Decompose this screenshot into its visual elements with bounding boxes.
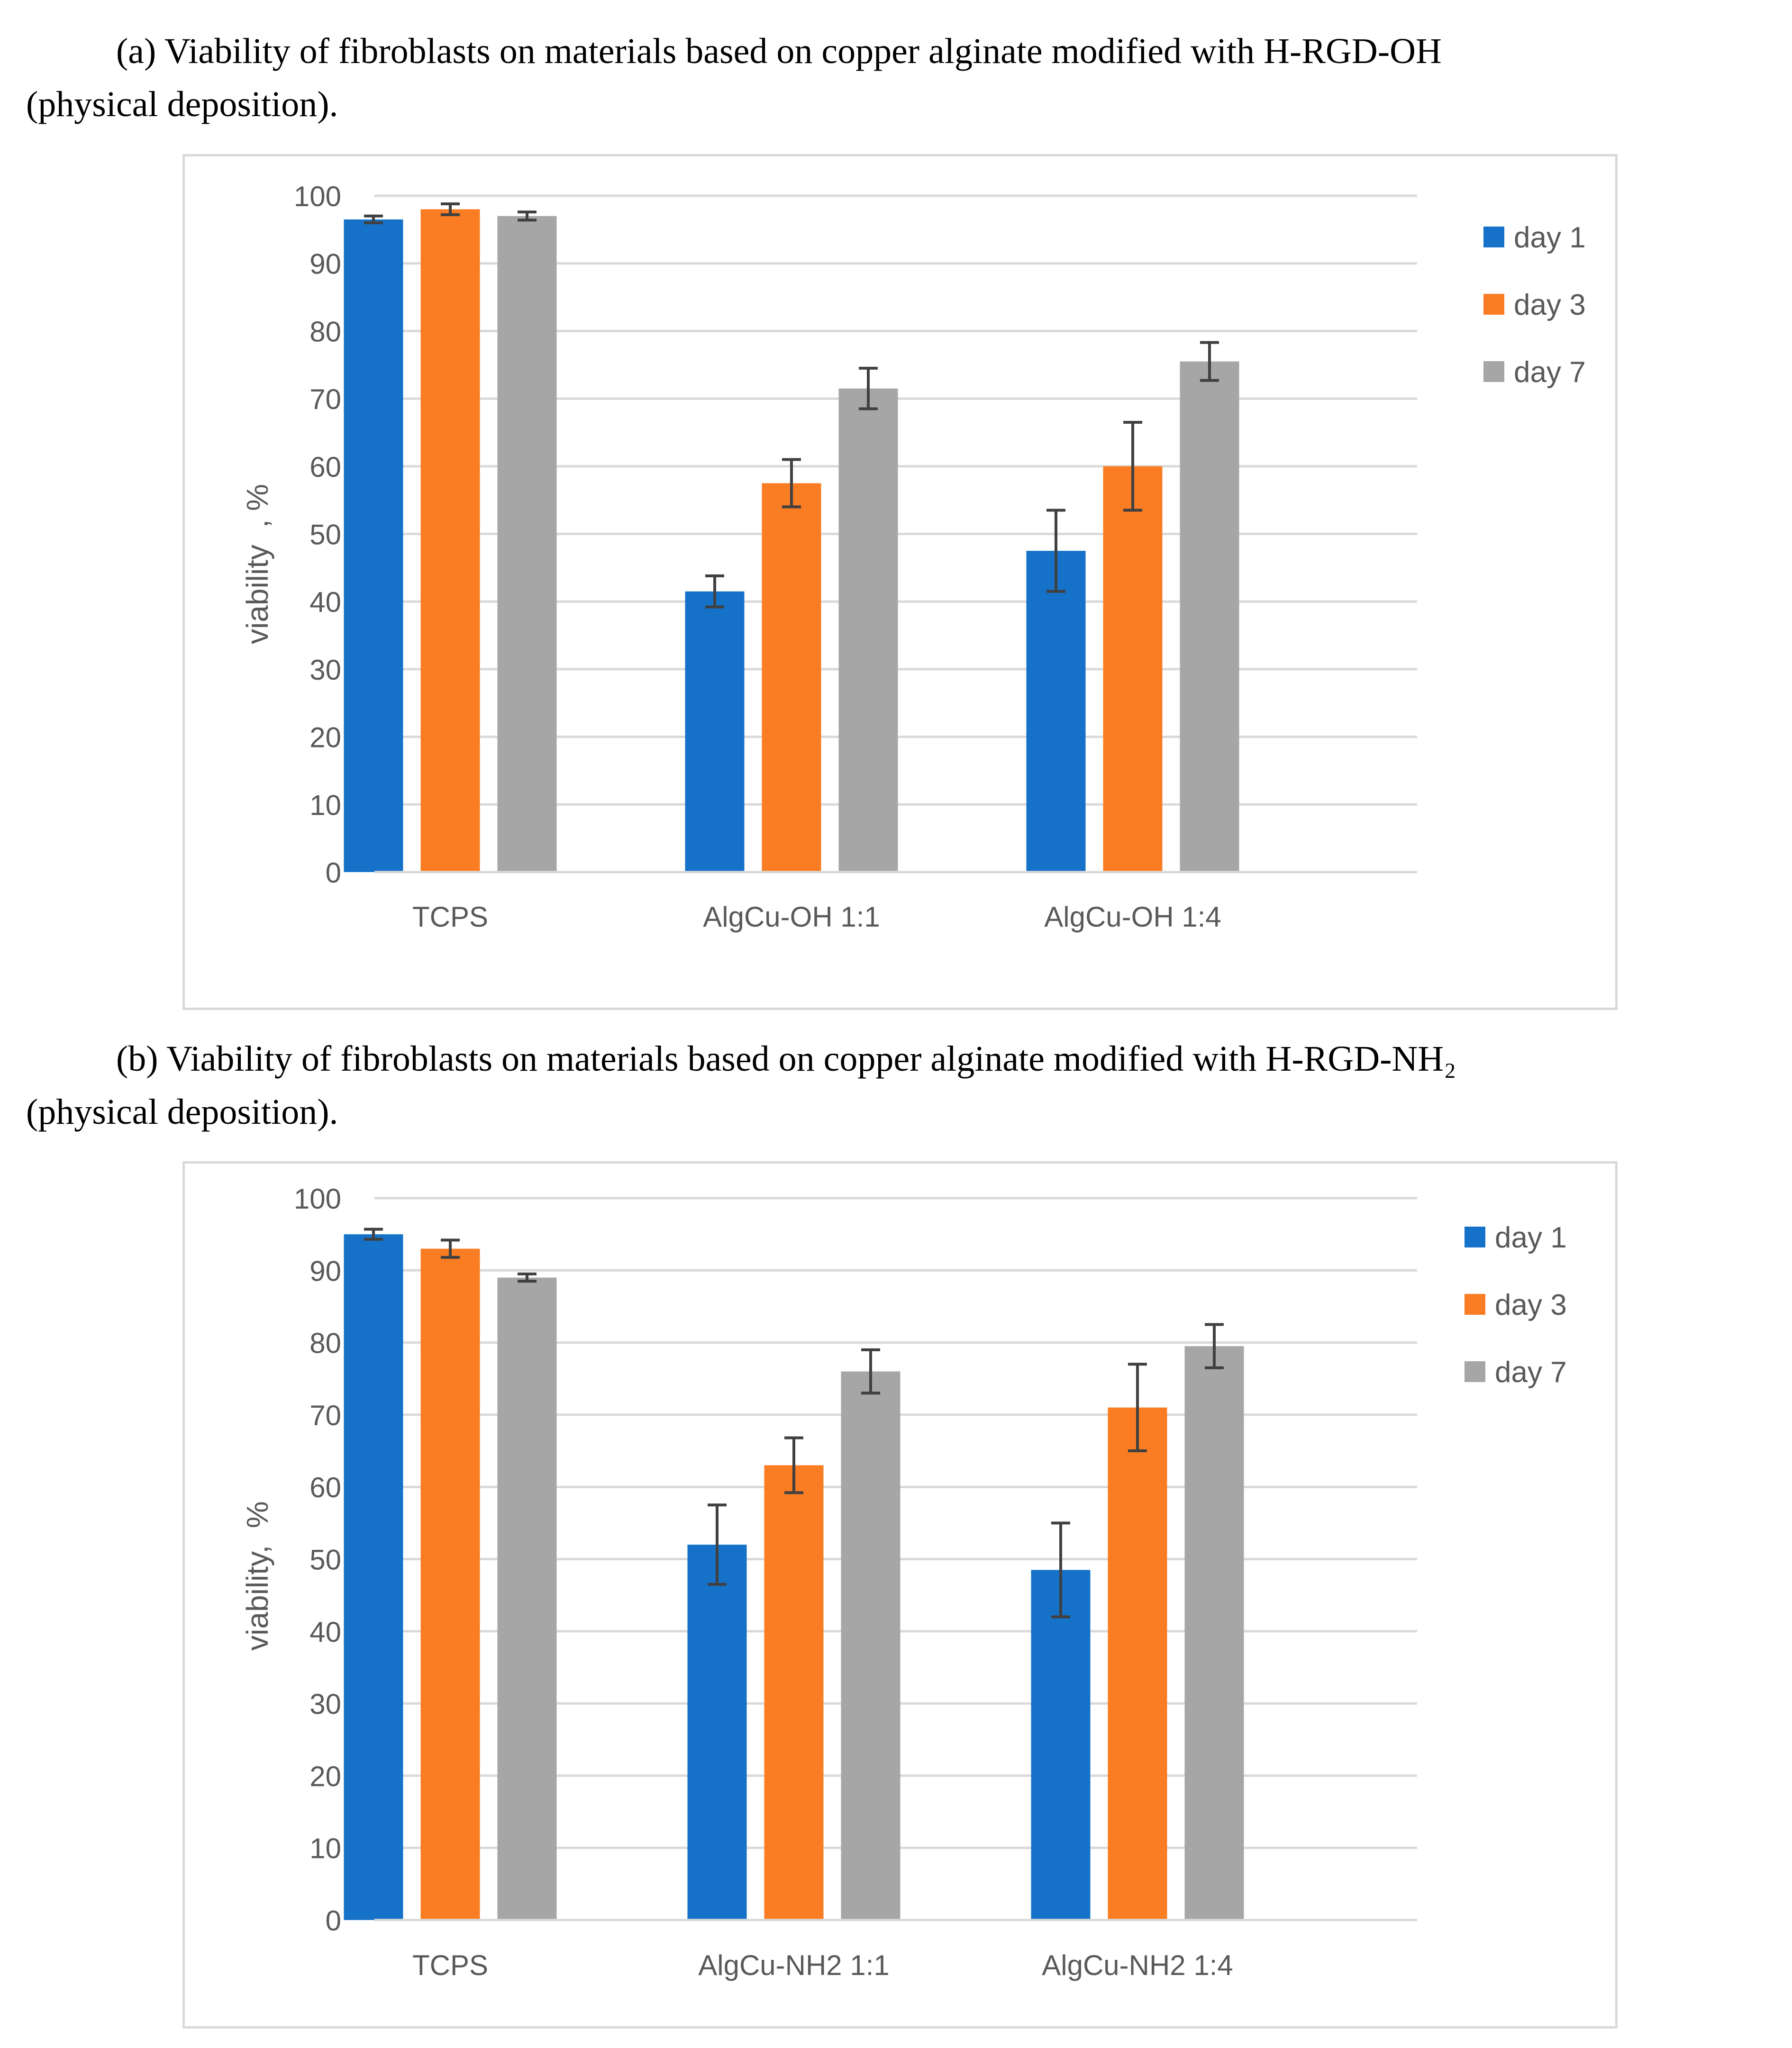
chart-a-category-label: TCPS — [412, 901, 488, 933]
chart-b-bar-day-1 — [344, 1234, 403, 1920]
chart-b-error-bar-day-7 — [861, 1348, 880, 1395]
chart-a-y-axis-label: viability , % — [240, 484, 274, 644]
chart-a-ytick-label: 0 — [326, 857, 341, 889]
chart-a-ytick-label: 20 — [309, 722, 341, 754]
chart-b-ytick-label: 30 — [309, 1688, 341, 1720]
chart-a-ytick-label: 30 — [309, 654, 341, 686]
chart-a-legend-swatch-day-3 — [1483, 294, 1504, 315]
chart-a-ytick-label: 70 — [309, 383, 341, 415]
chart-a-error-bar-day-7 — [859, 366, 878, 410]
chart-b-error-bar-day-1 — [364, 1228, 383, 1241]
caption-b-line-1: (b) Viability of fibroblasts on material… — [116, 1039, 1456, 1079]
chart-b-bar-day-7 — [497, 1277, 557, 1920]
chart-b-bar-day-1 — [687, 1545, 747, 1920]
chart-b-legend-swatch-day-3 — [1465, 1294, 1485, 1315]
chart-a-ytick-label: 90 — [309, 248, 341, 280]
chart-a-bar-day-1 — [685, 591, 745, 872]
chart-b-error-bar-day-7 — [1205, 1323, 1224, 1369]
chart-a-ytick-label: 60 — [309, 451, 341, 483]
chart-b-y-axis-label: viability, % — [240, 1501, 274, 1650]
chart-a-ytick-label: 50 — [309, 519, 341, 551]
chart-b-bar-day-3 — [1108, 1407, 1167, 1920]
chart-b-bar-day-7 — [841, 1371, 901, 1920]
chart-a-bar-day-7 — [1180, 361, 1239, 872]
chart-a-error-bar-day-3 — [441, 202, 460, 216]
chart-b: 0 10 20 30 40 50 60 70 80 90 100 viability, % TCPS Al… — [240, 1183, 1567, 1981]
chart-a-error-bar-day-3 — [1123, 421, 1142, 512]
chart-a-error-bar-day-7 — [1200, 341, 1219, 382]
chart-b-ytick-label: 50 — [309, 1544, 341, 1576]
chart-b-ytick-label: 90 — [309, 1255, 341, 1287]
chart-b-bar-day-1 — [1031, 1570, 1091, 1920]
chart-b-error-bar-day-3 — [784, 1436, 803, 1494]
chart-b-ytick-label: 20 — [309, 1760, 341, 1792]
chart-b-legend-label-day-3: day 3 — [1495, 1289, 1567, 1321]
chart-a-legend-swatch-day-1 — [1483, 227, 1504, 247]
chart-a-legend-label-day-1: day 1 — [1514, 221, 1586, 254]
chart-b-ytick-label: 80 — [309, 1328, 341, 1359]
chart-a-error-bar-day-3 — [782, 458, 801, 509]
chart-a-bar-day-1 — [1026, 551, 1086, 872]
chart-b-legend-label-day-1: day 1 — [1495, 1221, 1567, 1254]
chart-b-bar-day-3 — [764, 1465, 824, 1920]
chart-a-bar-day-3 — [420, 209, 480, 872]
chart-b-error-bar-day-3 — [441, 1238, 460, 1259]
chart-a-ytick-label: 10 — [309, 789, 341, 821]
chart-a-bar-day-3 — [762, 483, 821, 872]
chart-b-category-label: TCPS — [412, 1949, 488, 1981]
chart-a-category-label: AlgCu-OH 1:1 — [703, 901, 880, 933]
chart-b-error-bar-day-3 — [1128, 1363, 1147, 1453]
chart-a-error-bar-day-1 — [705, 574, 724, 609]
caption-a: (a) Viability of fibroblasts on material… — [26, 25, 1780, 131]
chart-b-legend-label-day-7: day 7 — [1495, 1356, 1567, 1389]
chart-a-legend-label-day-7: day 7 — [1514, 356, 1586, 389]
chart-b-bar-day-7 — [1184, 1346, 1244, 1920]
chart-b-ytick-label: 40 — [309, 1616, 341, 1648]
chart-a-legend-swatch-day-7 — [1483, 361, 1504, 382]
chart-b-ytick-label: 100 — [294, 1183, 341, 1215]
chart-b-frame: 0 10 20 30 40 50 60 70 80 90 100 viability, % TCPS Al… — [182, 1161, 1618, 2029]
chart-b-category-label: AlgCu-NH2 1:1 — [698, 1949, 890, 1981]
caption-a-line-1: (a) Viability of fibroblasts on material… — [116, 31, 1442, 71]
chart-b-ytick-label: 70 — [309, 1400, 341, 1431]
chart-b-ytick-label: 10 — [309, 1833, 341, 1865]
chart-a-frame: 0 10 20 30 40 50 60 70 80 90 100 viability , % TCPS A… — [182, 154, 1618, 1010]
chart-a-category-label: AlgCu-OH 1:4 — [1044, 901, 1221, 933]
chart-b-error-bar-day-1 — [708, 1503, 727, 1586]
chart-a-bar-day-3 — [1103, 466, 1163, 872]
chart-b-legend-swatch-day-7 — [1465, 1361, 1485, 1382]
chart-b-ytick-label: 0 — [326, 1905, 341, 1937]
chart-b-error-bar-day-7 — [518, 1272, 537, 1283]
chart-a-bar-day-7 — [838, 388, 898, 872]
chart-a-bar-day-7 — [497, 216, 557, 872]
chart-a-bar-day-1 — [344, 219, 403, 872]
chart-a-ytick-label: 40 — [309, 586, 341, 618]
chart-b-category-label: AlgCu-NH2 1:4 — [1042, 1949, 1233, 1981]
chart-a-error-bar-day-7 — [518, 210, 537, 222]
chart-a: 0 10 20 30 40 50 60 70 80 90 100 viability , % TCPS A… — [240, 181, 1586, 933]
caption-a-line-2: (physical deposition). — [26, 84, 338, 124]
caption-b: (b) Viability of fibroblasts on material… — [26, 1032, 1780, 1138]
chart-a-legend-label-day-3: day 3 — [1514, 289, 1586, 321]
chart-b-bar-day-3 — [420, 1248, 480, 1920]
chart-a-ytick-label: 80 — [309, 316, 341, 347]
chart-b-ytick-label: 60 — [309, 1472, 341, 1503]
chart-b-legend-swatch-day-1 — [1465, 1227, 1485, 1247]
caption-b-line-2: (physical deposition). — [26, 1092, 338, 1132]
chart-a-error-bar-day-1 — [364, 214, 383, 225]
chart-b-error-bar-day-1 — [1051, 1521, 1070, 1619]
chart-a-error-bar-day-1 — [1046, 509, 1065, 593]
chart-a-ytick-label: 100 — [294, 181, 341, 212]
